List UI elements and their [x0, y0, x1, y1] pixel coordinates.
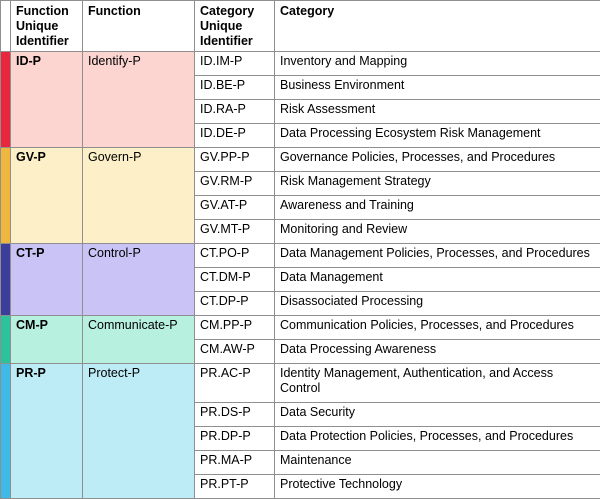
- category-id-cell: ID.DE-P: [195, 124, 275, 148]
- function-color-strip: [1, 52, 11, 148]
- category-name-cell: Data Management: [275, 268, 600, 292]
- category-id-cell: ID.IM-P: [195, 52, 275, 76]
- function-id-cell: GV-P: [11, 148, 83, 244]
- category-name-cell: Awareness and Training: [275, 196, 600, 220]
- function-color-strip: [1, 244, 11, 316]
- category-id-cell: GV.RM-P: [195, 172, 275, 196]
- header-function: Function: [83, 1, 195, 52]
- function-id-cell: CM-P: [11, 316, 83, 364]
- header-function-id: Function Unique Identifier: [11, 1, 83, 52]
- header-row: Function Unique Identifier Function Cate…: [1, 1, 600, 52]
- function-name-cell: Protect-P: [83, 364, 195, 499]
- function-name-cell: Communicate-P: [83, 316, 195, 364]
- category-id-cell: PR.AC-P: [195, 364, 275, 403]
- table-row: GV-P Govern-P GV.PP-P Governance Policie…: [1, 148, 600, 172]
- category-id-cell: PR.MA-P: [195, 451, 275, 475]
- category-id-cell: ID.RA-P: [195, 100, 275, 124]
- category-name-cell: Disassociated Processing: [275, 292, 600, 316]
- category-id-cell: CT.DP-P: [195, 292, 275, 316]
- function-id-cell: PR-P: [11, 364, 83, 499]
- category-id-cell: PR.PT-P: [195, 475, 275, 499]
- header-strip: [1, 1, 11, 52]
- function-color-strip: [1, 148, 11, 244]
- function-id-cell: CT-P: [11, 244, 83, 316]
- category-id-cell: PR.DS-P: [195, 403, 275, 427]
- function-color-strip: [1, 364, 11, 499]
- category-id-cell: ID.BE-P: [195, 76, 275, 100]
- category-id-cell: CT.DM-P: [195, 268, 275, 292]
- function-name-cell: Govern-P: [83, 148, 195, 244]
- category-name-cell: Data Security: [275, 403, 600, 427]
- function-name-cell: Identify-P: [83, 52, 195, 148]
- category-name-cell: Risk Management Strategy: [275, 172, 600, 196]
- category-id-cell: GV.PP-P: [195, 148, 275, 172]
- category-name-cell: Protective Technology: [275, 475, 600, 499]
- category-name-cell: Governance Policies, Processes, and Proc…: [275, 148, 600, 172]
- function-color-strip: [1, 316, 11, 364]
- category-name-cell: Data Protection Policies, Processes, and…: [275, 427, 600, 451]
- function-id-cell: ID-P: [11, 52, 83, 148]
- category-name-cell: Communication Policies, Processes, and P…: [275, 316, 600, 340]
- table-row: ID-P Identify-P ID.IM-P Inventory and Ma…: [1, 52, 600, 76]
- category-name-cell: Business Environment: [275, 76, 600, 100]
- category-name-cell: Data Management Policies, Processes, and…: [275, 244, 600, 268]
- category-name-cell: Inventory and Mapping: [275, 52, 600, 76]
- category-id-cell: PR.DP-P: [195, 427, 275, 451]
- category-name-cell: Identity Management, Authentication, and…: [275, 364, 600, 403]
- table-row: CT-P Control-P CT.PO-P Data Management P…: [1, 244, 600, 268]
- table-row: CM-P Communicate-P CM.PP-P Communication…: [1, 316, 600, 340]
- category-name-cell: Data Processing Ecosystem Risk Managemen…: [275, 124, 600, 148]
- category-name-cell: Monitoring and Review: [275, 220, 600, 244]
- category-id-cell: GV.MT-P: [195, 220, 275, 244]
- category-name-cell: Risk Assessment: [275, 100, 600, 124]
- function-name-cell: Control-P: [83, 244, 195, 316]
- category-name-cell: Maintenance: [275, 451, 600, 475]
- category-id-cell: CM.AW-P: [195, 340, 275, 364]
- category-id-cell: GV.AT-P: [195, 196, 275, 220]
- table-row: PR-P Protect-P PR.AC-P Identity Manageme…: [1, 364, 600, 403]
- category-id-cell: CT.PO-P: [195, 244, 275, 268]
- category-id-cell: CM.PP-P: [195, 316, 275, 340]
- header-category: Category: [275, 1, 600, 52]
- category-name-cell: Data Processing Awareness: [275, 340, 600, 364]
- header-category-id: Category Unique Identifier: [195, 1, 275, 52]
